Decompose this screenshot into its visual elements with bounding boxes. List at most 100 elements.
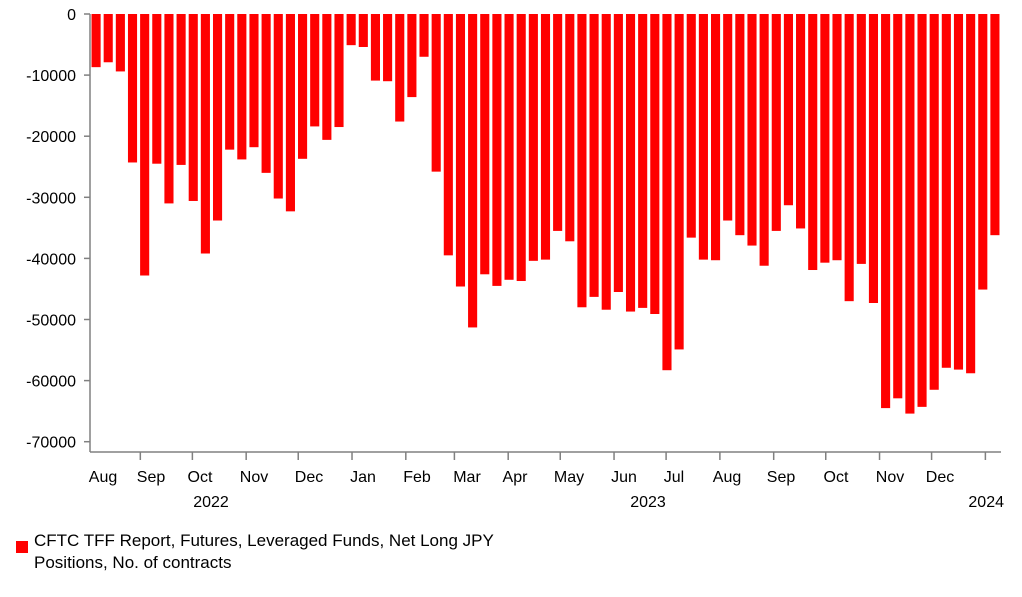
y-tick-label: -60000 — [26, 374, 76, 391]
bar — [650, 14, 660, 314]
bar-chart: 0 -10000 -20000 -30000 -40000 -50000 -60000 -70… — [26, 7, 1004, 511]
bar — [723, 14, 733, 221]
bar — [905, 14, 915, 414]
bar — [407, 14, 417, 98]
y-tick-label: -40000 — [26, 251, 76, 268]
bar — [662, 14, 672, 371]
bar — [310, 14, 320, 127]
bar — [917, 14, 927, 407]
x-month-label: Jun — [611, 469, 637, 486]
bar — [893, 14, 903, 399]
legend-swatch — [16, 541, 28, 553]
bar — [638, 14, 648, 308]
bar — [553, 14, 563, 231]
bar — [273, 14, 283, 199]
bar — [370, 14, 380, 81]
x-month-label: Jul — [664, 469, 684, 486]
bar — [237, 14, 247, 160]
bar — [395, 14, 405, 122]
x-month-label: Aug — [89, 469, 117, 486]
x-month-label: Oct — [188, 469, 213, 486]
bar — [176, 14, 186, 165]
bar — [820, 14, 830, 263]
y-tick-label: 0 — [67, 7, 76, 24]
bar — [346, 14, 356, 46]
bar — [686, 14, 696, 238]
bar — [468, 14, 478, 328]
bar — [443, 14, 453, 256]
bar — [783, 14, 793, 206]
bar — [115, 14, 125, 72]
bar — [941, 14, 951, 368]
bar — [674, 14, 684, 350]
bar — [978, 14, 988, 290]
bar — [990, 14, 1000, 236]
bar — [625, 14, 636, 312]
x-year-label: 2023 — [630, 494, 666, 511]
bar — [881, 14, 891, 409]
x-month-label: Oct — [824, 469, 849, 486]
x-year-label: 2022 — [193, 494, 229, 511]
bars-group — [91, 14, 1000, 414]
bar — [298, 14, 308, 159]
bar — [103, 14, 113, 63]
bar — [285, 14, 295, 212]
bar — [711, 14, 721, 261]
bar — [540, 14, 551, 260]
y-tick-label: -30000 — [26, 190, 76, 207]
x-month-label: Aug — [713, 469, 741, 486]
bar — [383, 14, 393, 82]
x-month-label: Nov — [240, 469, 268, 486]
bar — [832, 14, 842, 261]
bar — [966, 14, 976, 374]
bar — [334, 14, 344, 128]
bar — [735, 14, 745, 236]
bar — [613, 14, 623, 292]
bar — [127, 14, 138, 163]
bar — [358, 14, 368, 47]
bar — [868, 14, 879, 303]
bar — [225, 14, 235, 150]
bar — [929, 14, 939, 390]
bar — [431, 14, 441, 172]
x-month-label: Dec — [295, 469, 323, 486]
bar — [698, 14, 708, 260]
bar — [747, 14, 757, 246]
x-month-label: Dec — [926, 469, 954, 486]
bar — [504, 14, 514, 280]
bar — [953, 14, 964, 370]
legend-label: CFTC TFF Report, Futures, Leveraged Fund… — [34, 531, 494, 572]
bar — [516, 14, 526, 282]
bar — [528, 14, 538, 261]
x-month-label: Sep — [137, 469, 166, 486]
bar — [601, 14, 611, 310]
y-tick-label: -50000 — [26, 313, 76, 330]
x-year-label: 2024 — [968, 494, 1004, 511]
x-month-label: Apr — [503, 469, 529, 486]
bar — [856, 14, 866, 264]
y-axis: 0 -10000 -20000 -30000 -40000 -50000 -60000 -70… — [26, 7, 91, 452]
bar — [771, 14, 781, 231]
bar — [455, 14, 466, 287]
bar — [152, 14, 162, 164]
x-axis: Aug Sep Oct Nov Dec Jan Feb Mar Apr May Jun Jul Aug S… — [89, 451, 1004, 511]
bar — [322, 14, 332, 140]
bar — [91, 14, 101, 68]
bar — [808, 14, 818, 271]
bar — [419, 14, 429, 57]
bar — [249, 14, 259, 148]
bar — [480, 14, 490, 275]
bar — [261, 14, 271, 173]
y-tick-label: -10000 — [26, 68, 76, 85]
bar — [759, 14, 769, 266]
x-month-label: Mar — [453, 469, 481, 486]
bar — [796, 14, 806, 229]
bar — [140, 14, 150, 276]
bar — [212, 14, 223, 221]
bar — [164, 14, 174, 204]
bar — [492, 14, 502, 286]
bar — [188, 14, 198, 201]
bar — [577, 14, 587, 308]
legend: CFTC TFF Report, Futures, Leveraged Fund… — [16, 530, 564, 574]
x-month-label: Jan — [350, 469, 376, 486]
